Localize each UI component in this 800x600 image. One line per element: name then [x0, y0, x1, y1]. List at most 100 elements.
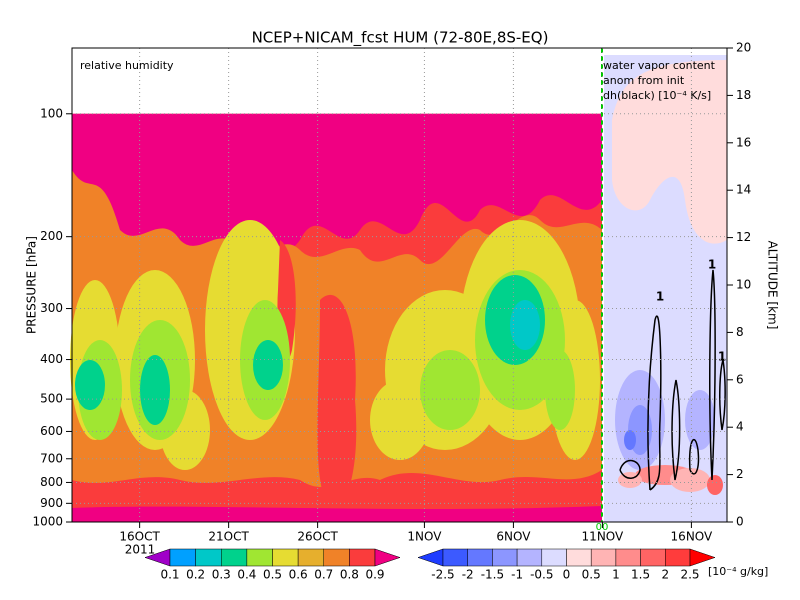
contour-label: 1 — [718, 350, 726, 364]
y-tick-label: 500 — [40, 392, 63, 406]
colorbar-box — [541, 548, 567, 567]
y2-tick-label: 14 — [736, 183, 751, 197]
contour-label: 1 — [656, 290, 664, 304]
contour-line — [719, 359, 726, 431]
contour-fill — [545, 350, 575, 430]
colorbar-label: -2 — [462, 568, 474, 582]
y-tick-label: 800 — [40, 475, 63, 489]
y2-tick-label: 12 — [736, 230, 751, 244]
y2-tick-label: 2 — [736, 467, 744, 481]
colorbar-box — [195, 548, 222, 567]
y-tick-label: 100 — [40, 106, 63, 120]
y2-axis-title: ALTITUDE [km] — [766, 241, 780, 330]
contour-fill — [317, 294, 357, 510]
x-tick-label: 26OCT — [297, 530, 338, 544]
colorbar-box — [442, 548, 468, 567]
chart-title: NCEP+NICAM_fcst HUM (72-80E,8S-EQ) — [252, 29, 549, 48]
colorbar-label: -1 — [511, 568, 523, 582]
colorbar-label: 0.4 — [237, 568, 256, 582]
y2-tick-label: 8 — [736, 325, 744, 339]
colorbar-box — [615, 548, 641, 567]
y2-tick-label: 0 — [736, 515, 744, 529]
contour-line — [647, 315, 662, 491]
y-tick-label: 200 — [40, 229, 63, 243]
colorbar-box — [566, 548, 592, 567]
contour-fill — [370, 380, 430, 460]
x-tick-label: 16OCT — [119, 530, 160, 544]
y2-tick-label: 10 — [736, 278, 751, 292]
y-tick-label: 400 — [40, 352, 63, 366]
colorbar-box — [169, 548, 196, 567]
colorbar-label: 0.8 — [340, 568, 359, 582]
colorbar-label: 2.5 — [680, 568, 699, 582]
y2-tick-label: 4 — [736, 420, 744, 434]
year-label: 2011 — [125, 543, 156, 557]
contour-fill — [685, 390, 715, 450]
colorbar-label: -1.5 — [481, 568, 504, 582]
x-tick-label: 16NOV — [671, 530, 713, 544]
colorbar-label: -0.5 — [530, 568, 553, 582]
annotation: dh(black) [10⁻⁴ K/s] — [603, 89, 711, 102]
colorbar-label: 0.3 — [212, 568, 231, 582]
contour-fill — [72, 506, 602, 522]
y2-tick-label: 6 — [736, 372, 744, 386]
contour-fill — [75, 360, 105, 410]
colorbar-label: 1.5 — [631, 568, 650, 582]
x-tick-label: 6NOV — [496, 530, 531, 544]
colorbar-label: 1 — [612, 568, 620, 582]
contour-fill — [253, 340, 283, 390]
colorbar-box — [272, 548, 299, 567]
colorbar-label: 2 — [661, 568, 669, 582]
colorbar-box — [516, 548, 543, 567]
contour-line — [688, 438, 700, 475]
colorbar-box — [221, 548, 248, 567]
annotation: water vapor content — [603, 59, 716, 72]
colorbar-box — [467, 548, 493, 567]
y-tick-label: 1000 — [32, 515, 63, 529]
colorbar-label: -2.5 — [431, 568, 454, 582]
colorbar-label: 0.5 — [582, 568, 601, 582]
x-tick-label: 21OCT — [208, 530, 249, 544]
colorbar-extend — [374, 548, 401, 567]
colorbar-label: 0.9 — [365, 568, 384, 582]
contour-fill — [670, 468, 710, 492]
colorbar-box — [590, 548, 617, 567]
colorbar-box — [297, 548, 324, 567]
plot-frame — [71, 47, 728, 523]
colorbar-box — [246, 548, 273, 567]
colorbar-label: 0.5 — [263, 568, 282, 582]
y2-tick-label: 18 — [736, 88, 751, 102]
contour-field — [70, 55, 727, 522]
y2-tick-label: 16 — [736, 135, 751, 149]
colorbar-label: 0 — [563, 568, 571, 582]
y-tick-label: 700 — [40, 451, 63, 465]
y-tick-label: 900 — [40, 496, 63, 510]
annotation: anom from init — [603, 74, 685, 87]
colorbar-extend — [417, 548, 444, 567]
colorbar-unit: [10⁻⁴ g/kg] — [708, 565, 768, 578]
colorbar-box — [640, 548, 666, 567]
y-axis-title: PRESSURE [hPa] — [25, 236, 39, 334]
annotation: relative humidity — [80, 59, 174, 72]
colorbar-label: 0.2 — [186, 568, 205, 582]
contour-line — [709, 269, 716, 481]
colorbar-box — [323, 548, 350, 567]
colorbar-extend — [689, 548, 716, 567]
contour-line — [671, 379, 681, 481]
x-tick-label: 11NOV — [582, 530, 624, 544]
colorbar-label: 0.1 — [160, 568, 179, 582]
contour-fill — [707, 475, 723, 495]
y-tick-label: 600 — [40, 424, 63, 438]
x-tick-label: 1NOV — [407, 530, 442, 544]
colorbar-box — [349, 548, 376, 567]
contour-fill — [510, 300, 540, 350]
contour-fill — [140, 355, 170, 425]
colorbar-box — [665, 548, 691, 567]
colorbar-label: 0.6 — [289, 568, 308, 582]
colorbar-label: 0.7 — [314, 568, 333, 582]
contour-fill — [420, 350, 480, 430]
contour-fill — [624, 430, 636, 450]
contour-label: 1 — [708, 258, 716, 272]
